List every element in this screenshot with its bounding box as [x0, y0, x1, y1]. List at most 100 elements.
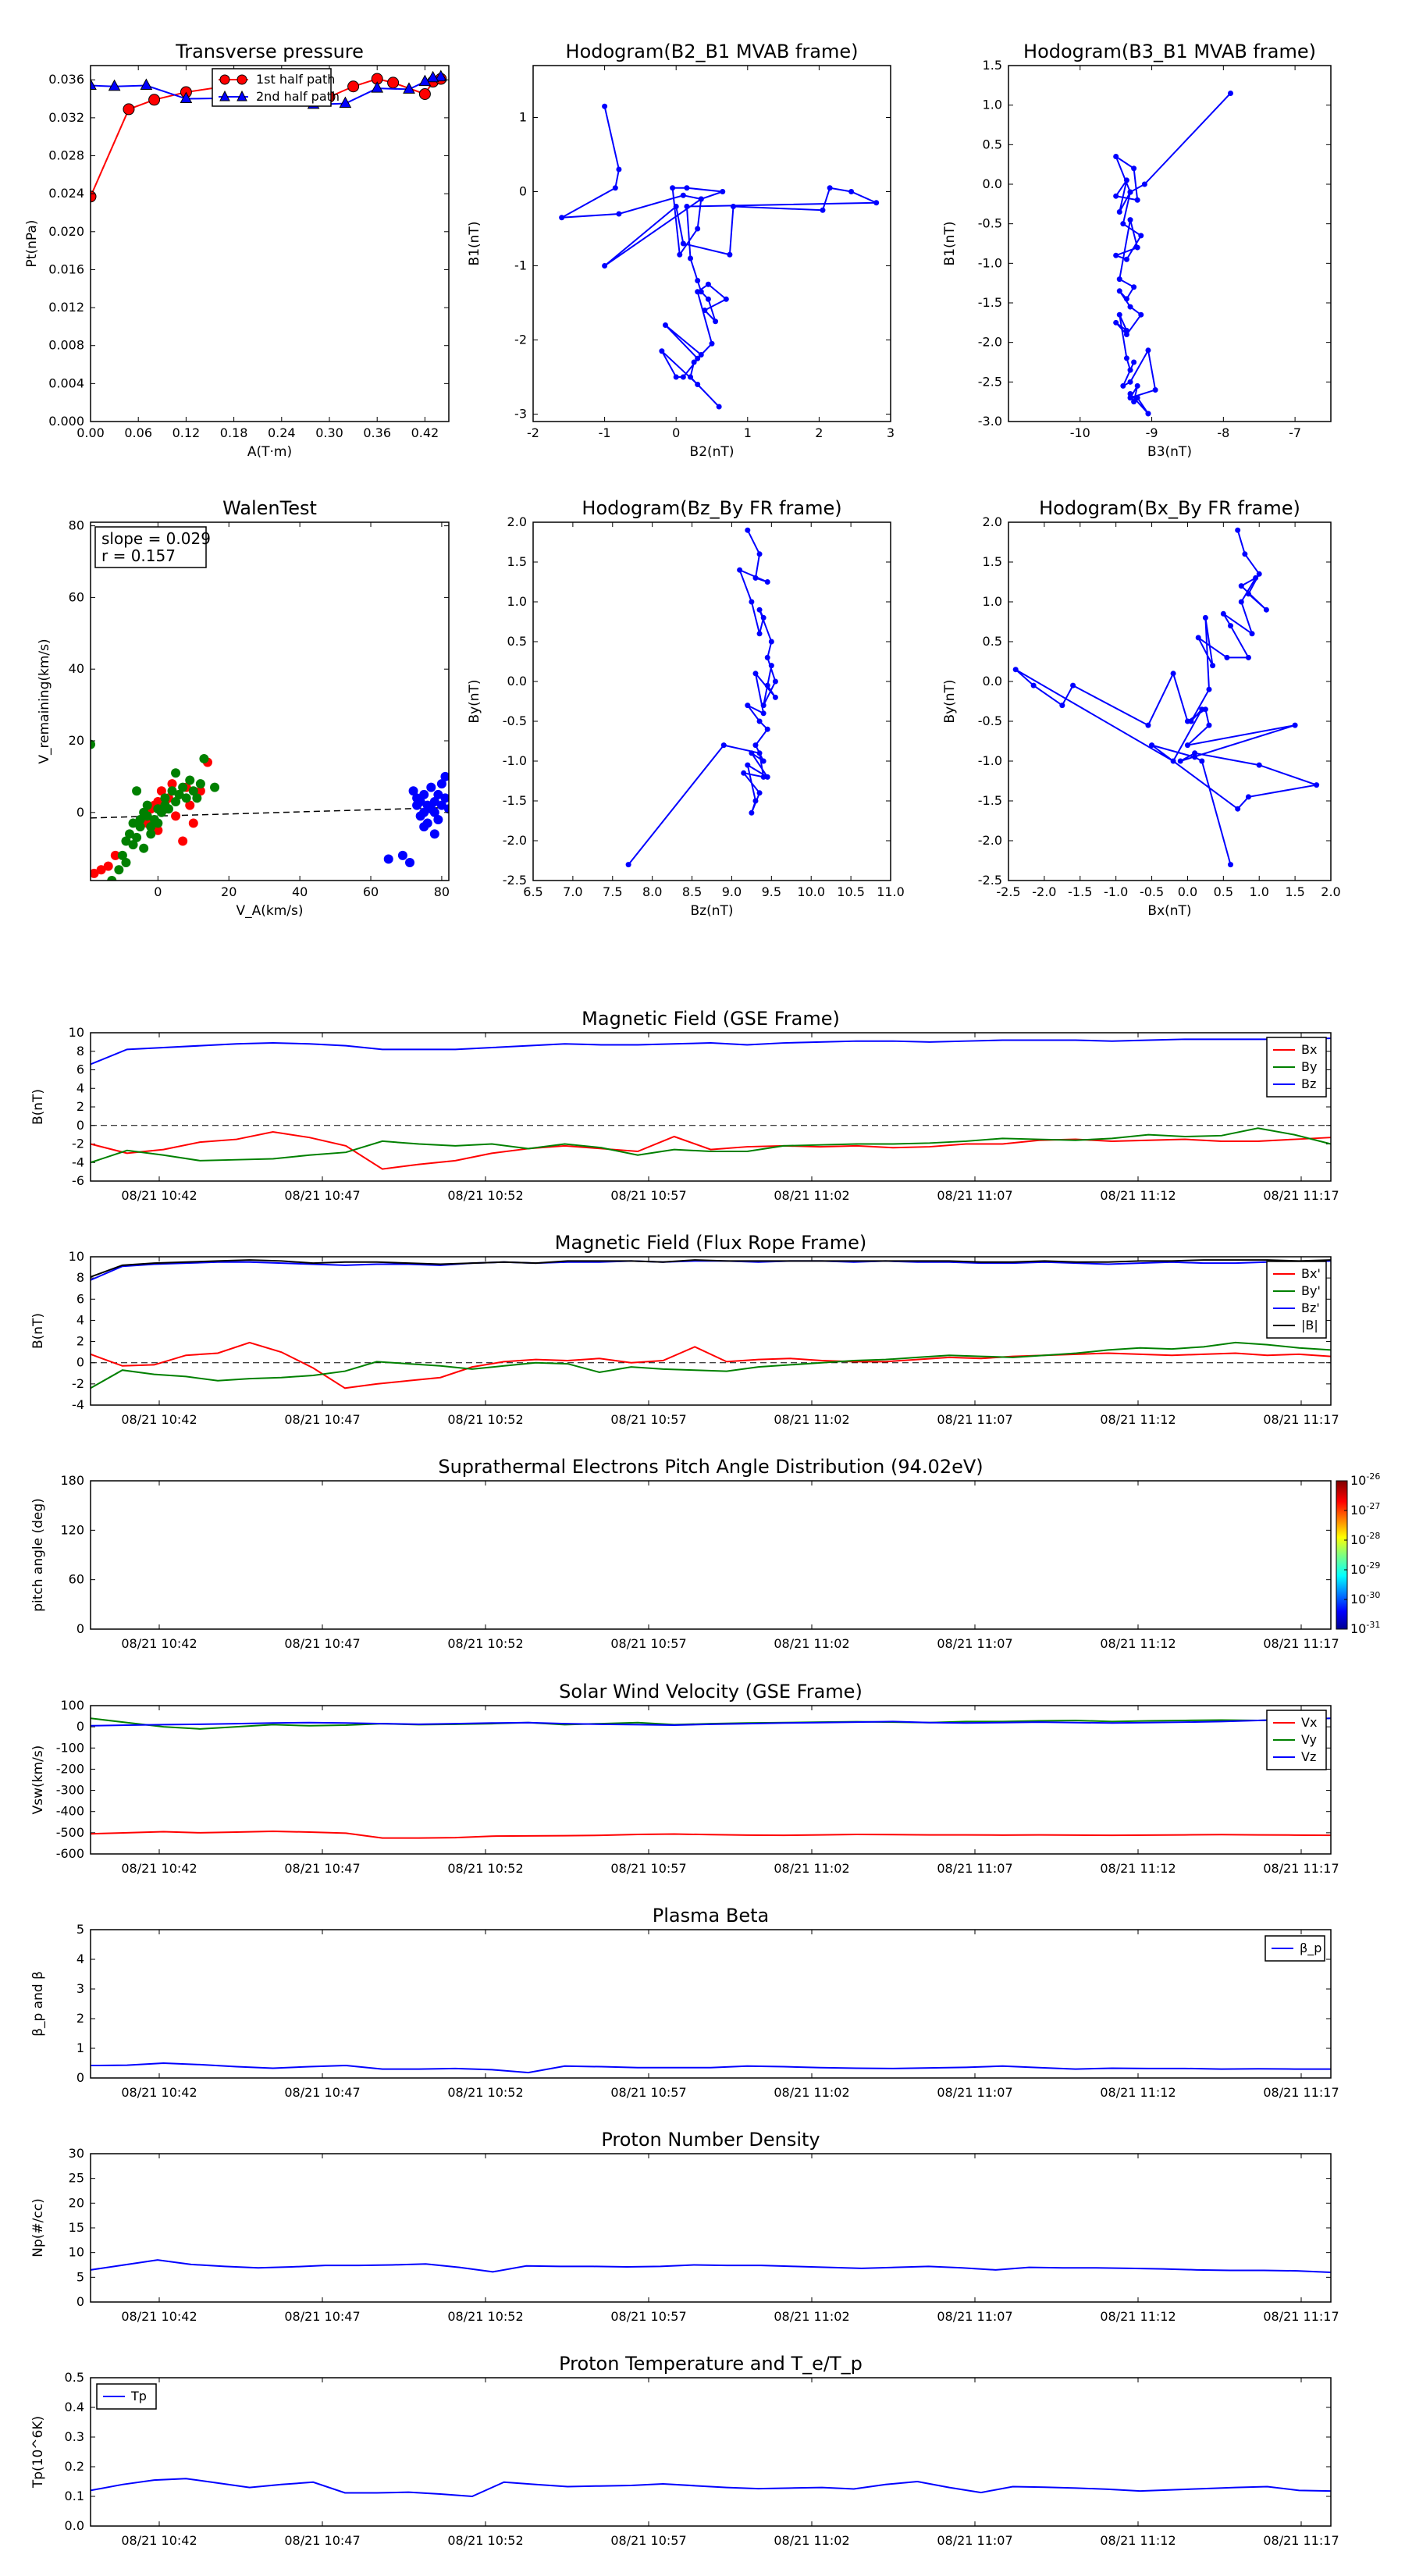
- y-tick-label: -2.0: [978, 833, 1002, 848]
- series-line: [1015, 529, 1320, 865]
- y-tick-label: -1.5: [978, 295, 1002, 310]
- data-point: [1245, 654, 1251, 660]
- y-tick-label: 0: [76, 1621, 84, 1636]
- legend-label: |B|: [1301, 1318, 1318, 1332]
- x-tick-label: 08/21 10:42: [121, 2533, 197, 2548]
- data-point: [1256, 762, 1262, 768]
- chart-walen: 0 20 40 60 80 0 20 40 60 80 WalenTest V_A(km/s) V_re…: [37, 497, 450, 919]
- data-point: [741, 770, 747, 776]
- legend-label: By': [1301, 1283, 1321, 1298]
- y-tick-label: -4: [72, 1397, 84, 1412]
- data-point: [720, 742, 727, 749]
- data-point: [135, 822, 145, 832]
- data-point: [662, 322, 668, 328]
- legend-label: Vy: [1301, 1732, 1317, 1747]
- data-point: [436, 779, 446, 789]
- data-point: [680, 240, 686, 247]
- x-tick-label: -1.5: [1068, 884, 1092, 899]
- chart-tpr: 0.0 0.1 0.2 0.3 0.4 0.5 08/21 10:42 08/21 10:47…: [30, 2353, 1339, 2548]
- chart-hodo_fr_xy: -2.5 -2.0 -1.5 -1.0 -0.5 0.0 0.5 1.0 1.5 2.0-2.5-…: [942, 497, 1341, 919]
- data-point: [1245, 591, 1251, 597]
- data-point: [418, 87, 431, 100]
- y-tick-label: 20: [69, 2195, 84, 2210]
- x-tick-label: 08/21 11:02: [774, 2309, 849, 2324]
- legend-label: 1st half path: [256, 72, 335, 87]
- data-point: [772, 678, 778, 685]
- chart-title: Hodogram(B2_B1 MVAB frame): [566, 41, 859, 62]
- data-point: [433, 814, 443, 824]
- y-tick-label: -2.5: [978, 374, 1002, 389]
- data-point: [1116, 208, 1122, 215]
- data-point: [1127, 217, 1133, 223]
- data-point: [192, 793, 202, 803]
- x-tick-label: 08/21 11:07: [937, 1188, 1012, 1203]
- y-tick-label: -3.0: [978, 414, 1002, 429]
- data-point: [756, 718, 763, 724]
- y-tick-label: 4: [76, 1312, 84, 1327]
- series-line: [90, 1717, 1332, 1727]
- y-tick-label: 0.5: [507, 634, 527, 649]
- chart-title: Plasma Beta: [653, 1905, 769, 1927]
- data-point: [171, 811, 181, 821]
- data-point: [688, 255, 694, 262]
- plot-frame: [90, 2153, 1332, 2303]
- y-tick-label: 0.016: [48, 262, 84, 276]
- data-point: [716, 404, 722, 410]
- x-axis-label: Bz(nT): [690, 903, 733, 919]
- y-tick-label: 2: [76, 1099, 84, 1114]
- x-tick-label: 08/21 11:12: [1100, 2085, 1176, 2100]
- y-tick-label: 1.5: [983, 554, 1002, 569]
- x-tick-label: 08/21 11:07: [937, 2309, 1012, 2324]
- data-point: [103, 861, 113, 871]
- y-tick-label: 0: [76, 2294, 84, 2309]
- data-point: [180, 91, 193, 104]
- data-point: [185, 800, 195, 810]
- y-tick-label: -6: [72, 1173, 84, 1188]
- x-tick-label: 08/21 10:47: [284, 2309, 360, 2324]
- series-line: [90, 1341, 1332, 1389]
- data-point: [444, 804, 449, 814]
- data-point: [1145, 722, 1151, 728]
- data-point: [695, 226, 701, 232]
- y-tick-label: -2.5: [503, 873, 527, 888]
- data-point: [426, 782, 436, 792]
- legend-box: [96, 2383, 157, 2410]
- x-tick-label: 0.30: [315, 425, 343, 440]
- data-point: [702, 308, 708, 313]
- x-tick-label: 08/21 10:57: [610, 2533, 686, 2548]
- y-tick-label: 4: [76, 1952, 84, 1966]
- plot-frame: [90, 521, 450, 881]
- series-line: [90, 1037, 1332, 1066]
- y-tick-label: 2: [76, 1334, 84, 1349]
- data-point: [1059, 703, 1065, 709]
- y-tick-label: 0.020: [48, 224, 84, 239]
- data-point: [108, 79, 121, 91]
- y-tick-label: -0.5: [503, 713, 527, 728]
- data-point: [167, 779, 177, 789]
- data-point: [1253, 575, 1259, 581]
- x-tick-label: 08/21 10:52: [447, 2533, 523, 2548]
- data-point: [1245, 794, 1251, 800]
- data-point: [1202, 614, 1208, 621]
- data-point: [1127, 367, 1133, 373]
- x-axis-label: B3(nT): [1147, 444, 1192, 460]
- data-point: [1123, 296, 1129, 302]
- x-tick-label: 80: [434, 884, 450, 899]
- x-tick-label: 08/21 10:52: [447, 1412, 523, 1427]
- data-point: [1134, 395, 1140, 401]
- y-axis-label: By(nT): [942, 679, 958, 723]
- data-point: [434, 69, 447, 82]
- data-point: [1123, 355, 1129, 361]
- series-line: [90, 1127, 1332, 1164]
- x-tick-label: 08/21 11:07: [937, 1861, 1012, 1876]
- data-point: [745, 762, 751, 768]
- data-point: [429, 829, 439, 839]
- x-tick-label: 08/21 11:02: [774, 1636, 849, 1651]
- data-point: [1127, 395, 1133, 401]
- data-point: [756, 607, 763, 613]
- x-tick-label: 08/21 11:12: [1100, 2309, 1176, 2324]
- data-point: [1141, 181, 1147, 187]
- chart-beta: 0 1 2 3 4 5 08/21 10:42 08/21 10:47 08/21 10:52 0…: [30, 1905, 1339, 2100]
- y-tick-label: -2.0: [503, 833, 527, 848]
- y-tick-label: 0.032: [48, 110, 84, 125]
